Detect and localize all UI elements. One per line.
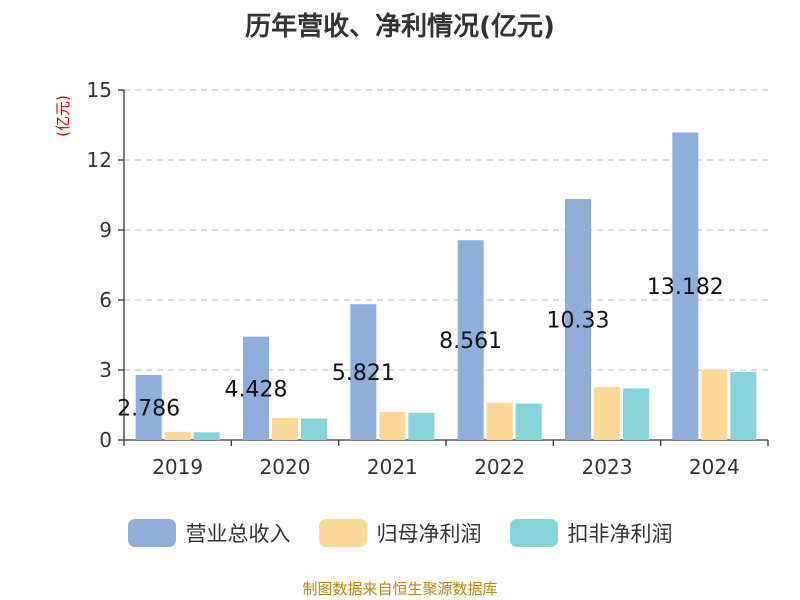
bar	[486, 402, 513, 440]
grid-lines	[124, 89, 768, 371]
bar	[457, 240, 484, 440]
data-label: 5.821	[332, 361, 395, 386]
y-tick-label: 9	[99, 218, 112, 242]
x-tick-label: 2019	[152, 455, 203, 479]
bar	[408, 412, 435, 440]
data-labels: 2.786 4.428 5.821 8.561 10.33 13.182	[117, 275, 724, 421]
bar	[243, 336, 269, 440]
data-label: 4.428	[225, 377, 288, 402]
axes: 0 3 6 9 12 15 2019 2020 2021 2022 2023 2024	[87, 78, 769, 479]
legend-swatch	[318, 519, 367, 547]
data-label: 8.561	[439, 329, 502, 354]
y-tick-label: 0	[99, 428, 112, 452]
legend-label: 归母净利润	[376, 522, 482, 546]
legend-item[interactable]: 归母净利润	[318, 518, 482, 548]
source-note: 制图数据来自恒生聚源数据库	[302, 580, 498, 598]
legend-label: 扣非净利润	[567, 522, 673, 546]
bar	[701, 369, 728, 440]
x-tick-label: 2022	[474, 455, 525, 479]
bar	[164, 431, 191, 440]
legend: 营业总收入 归母净利润 扣非净利润	[0, 518, 800, 548]
bar	[594, 387, 620, 440]
bar	[730, 371, 757, 440]
legend-item[interactable]: 营业总收入	[127, 518, 291, 548]
data-label: 2.786	[117, 396, 180, 421]
bar	[272, 417, 298, 440]
legend-swatch	[127, 519, 176, 547]
y-tick-label: 12	[87, 148, 112, 172]
bar	[672, 132, 699, 441]
y-tick-label: 6	[99, 288, 112, 312]
y-tick-label: 15	[87, 78, 112, 102]
legend-label: 营业总收入	[185, 522, 291, 546]
x-tick-label: 2023	[582, 455, 633, 479]
data-label: 10.33	[547, 308, 610, 333]
bar	[135, 374, 162, 440]
bar	[350, 304, 377, 440]
data-label: 13.182	[647, 275, 724, 300]
x-tick-label: 2024	[689, 455, 740, 479]
bar	[379, 412, 406, 440]
x-tick-label: 2021	[367, 455, 418, 479]
chart-title: 历年营收、净利情况(亿元)	[245, 12, 555, 42]
x-tick-label: 2020	[260, 455, 311, 479]
y-tick-label: 3	[99, 358, 112, 382]
legend-swatch	[509, 519, 558, 547]
bar	[623, 388, 649, 440]
bar	[515, 403, 542, 440]
legend-item[interactable]: 扣非净利润	[509, 518, 673, 548]
bar	[193, 432, 220, 440]
bar	[301, 418, 327, 440]
bars	[135, 132, 757, 441]
bar	[565, 198, 591, 440]
y-axis-label: (亿元)	[54, 95, 72, 137]
